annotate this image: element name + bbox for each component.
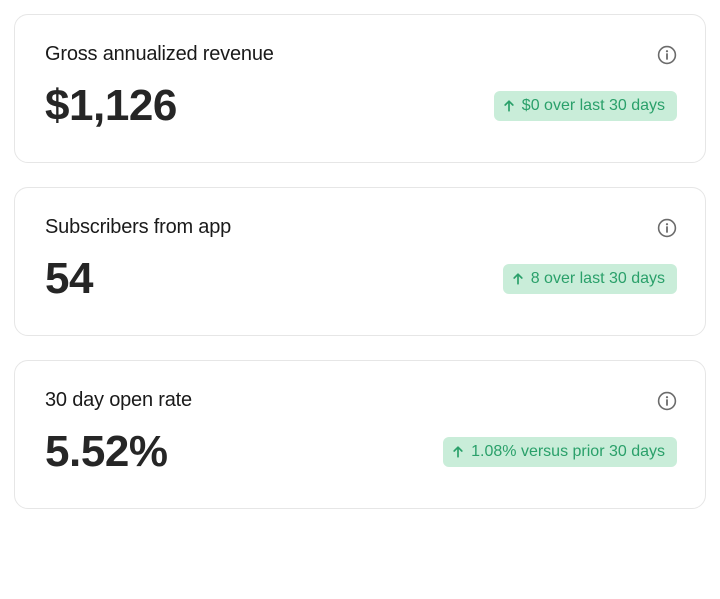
delta-badge: 1.08% versus prior 30 days <box>443 437 677 467</box>
card-header: 30 day open rate <box>45 389 677 412</box>
metric-title: 30 day open rate <box>45 389 192 412</box>
card-header: Gross annualized revenue <box>45 43 677 66</box>
delta-badge: 8 over last 30 days <box>503 264 677 294</box>
metric-value: 54 <box>45 257 93 301</box>
arrow-up-icon <box>451 445 465 459</box>
metric-value: 5.52% <box>45 430 168 474</box>
delta-text: $0 over last 30 days <box>522 97 665 115</box>
card-body: 54 8 over last 30 days <box>45 257 677 301</box>
metric-card-open-rate: 30 day open rate 5.52% 1.08% versus prio… <box>14 360 706 509</box>
card-body: $1,126 $0 over last 30 days <box>45 84 677 128</box>
info-icon[interactable] <box>657 218 677 238</box>
metric-card-subscribers: Subscribers from app 54 8 over last 30 d… <box>14 187 706 336</box>
metric-title: Gross annualized revenue <box>45 43 274 66</box>
info-icon[interactable] <box>657 391 677 411</box>
card-header: Subscribers from app <box>45 216 677 239</box>
metric-value: $1,126 <box>45 84 177 128</box>
info-icon[interactable] <box>657 45 677 65</box>
delta-text: 1.08% versus prior 30 days <box>471 443 665 461</box>
delta-text: 8 over last 30 days <box>531 270 665 288</box>
arrow-up-icon <box>511 272 525 286</box>
metric-card-revenue: Gross annualized revenue $1,126 $0 over … <box>14 14 706 163</box>
metric-title: Subscribers from app <box>45 216 231 239</box>
card-body: 5.52% 1.08% versus prior 30 days <box>45 430 677 474</box>
arrow-up-icon <box>502 99 516 113</box>
delta-badge: $0 over last 30 days <box>494 91 677 121</box>
